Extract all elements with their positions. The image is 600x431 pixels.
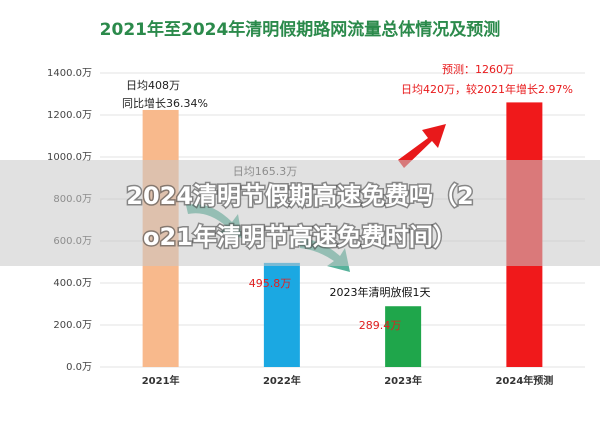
x-tick-label: 2024年预测 xyxy=(495,374,553,387)
annotation: 日均408万 xyxy=(126,79,180,92)
y-tick-label: 1000.0万 xyxy=(47,152,92,163)
banner xyxy=(0,160,600,266)
y-tick-label: 1400.0万 xyxy=(47,68,92,79)
y-tick-label: 400.0万 xyxy=(53,278,92,289)
x-tick-label: 2022年 xyxy=(263,374,301,387)
data-label: 预测：1260万 xyxy=(442,63,514,76)
bar xyxy=(385,306,422,367)
annotation: 日均420万，较2021年增长2.97% xyxy=(401,82,573,96)
y-tick-label: 0.0万 xyxy=(66,362,92,373)
banner-line: o21年清明节高速免费时间） xyxy=(143,223,457,251)
chart-title: 2021年至2024年清明假期路网流量总体情况及预测 xyxy=(100,19,501,40)
y-tick-label: 200.0万 xyxy=(53,320,92,331)
banner-line: 2024清明节假期高速免费吗（2 xyxy=(126,182,474,210)
annotation: 同比增长36.34% xyxy=(122,96,208,110)
x-tick-label: 2023年 xyxy=(384,374,422,387)
y-tick-label: 1200.0万 xyxy=(47,110,92,121)
trend-arrow xyxy=(398,124,446,168)
data-label: 495.8万 xyxy=(249,277,292,290)
x-tick-label: 2021年 xyxy=(142,374,180,387)
annotation: 2023年清明放假1天 xyxy=(330,285,431,299)
bar xyxy=(263,262,300,367)
data-label: 289.4万 xyxy=(359,319,402,332)
